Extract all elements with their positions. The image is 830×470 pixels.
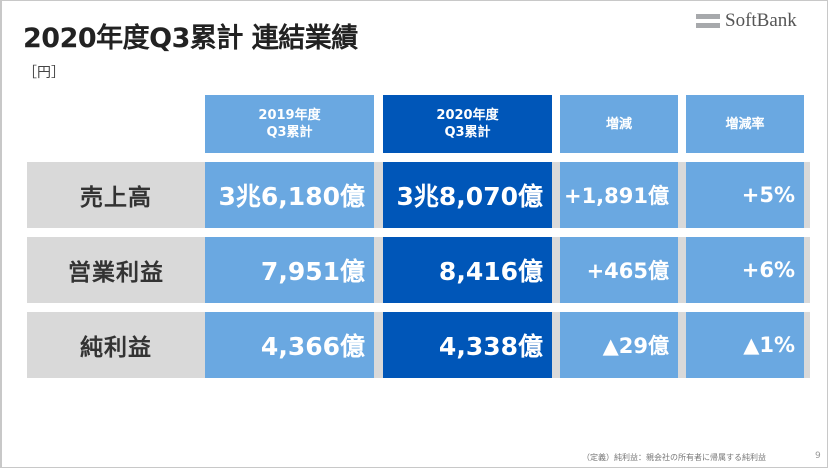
value-fy2019: 7,951億	[205, 237, 374, 303]
table-row-revenue: 売上高 3兆6,180億 3兆8,070億 +1,891億 +5%	[27, 162, 810, 228]
value-change-rate: ▲1%	[686, 312, 804, 378]
header-fy2020-line2: Q3累計	[444, 125, 491, 140]
header-fy2019: 2019年度 Q3累計	[205, 95, 374, 153]
header-change-rate-label: 増減率	[725, 116, 765, 132]
table-row-net-income: 純利益 4,366億 4,338億 ▲29億 ▲1%	[27, 312, 810, 378]
row-label: 営業利益	[68, 260, 164, 286]
value-fy2020: 8,416億	[383, 237, 552, 303]
header-change: 増減	[560, 95, 678, 153]
softbank-bars-icon	[696, 14, 720, 28]
logo-text: SoftBank	[725, 10, 797, 31]
value-fy2020: 3兆8,070億	[383, 162, 552, 228]
header-fy2020-line1: 2020年度	[436, 108, 499, 123]
value-change: +465億	[560, 237, 678, 303]
value-fy2020: 4,338億	[383, 312, 552, 378]
value-change-rate: +5%	[686, 162, 804, 228]
value-change: +1,891億	[560, 162, 678, 228]
value-fy2019: 4,366億	[205, 312, 374, 378]
value-change-rate: +6%	[686, 237, 804, 303]
value-fy2019: 3兆6,180億	[205, 162, 374, 228]
header-fy2019-line1: 2019年度	[258, 108, 321, 123]
header-fy2020: 2020年度 Q3累計	[383, 95, 552, 153]
row-label: 売上高	[80, 185, 152, 211]
header-change-label: 増減	[605, 116, 632, 132]
softbank-logo: SoftBank	[696, 9, 797, 33]
slide-title: 2020年度Q3累計 連結業績	[23, 23, 358, 54]
value-change: ▲29億	[560, 312, 678, 378]
row-label: 純利益	[80, 335, 152, 361]
header-change-rate: 増減率	[686, 95, 804, 153]
footnote-definition: （定義）純利益：親会社の所有者に帰属する純利益	[582, 453, 766, 462]
table-row-operating-income: 営業利益 7,951億 8,416億 +465億 +6%	[27, 237, 810, 303]
unit-label: ［円］	[23, 65, 65, 81]
header-fy2019-line2: Q3累計	[266, 125, 313, 140]
page-number: 9	[815, 451, 821, 461]
